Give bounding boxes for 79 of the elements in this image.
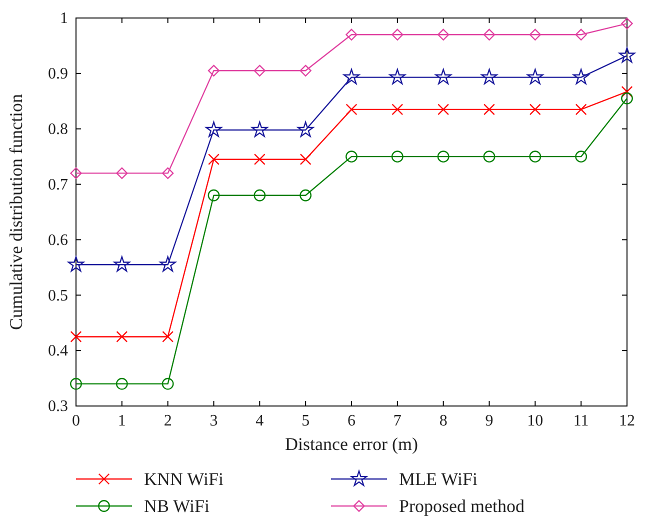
x-tick-label: 3 <box>210 412 218 430</box>
point <box>621 86 633 98</box>
point <box>68 256 84 272</box>
point <box>392 28 404 40</box>
point <box>483 28 496 40</box>
y-axis-title: Cumulative distribution function <box>6 94 26 330</box>
point <box>252 121 268 137</box>
point <box>206 121 222 137</box>
point <box>208 64 220 76</box>
point <box>346 150 358 163</box>
y-tick-label: 0.6 <box>48 232 68 249</box>
point <box>300 64 312 76</box>
point <box>389 68 406 84</box>
y-tick-label: 0.7 <box>48 176 68 194</box>
point <box>343 68 360 84</box>
point <box>116 331 128 342</box>
point <box>162 331 174 342</box>
point <box>575 28 587 40</box>
x-tick-label: 11 <box>573 412 589 430</box>
x-tick-label: 1 <box>118 412 126 430</box>
point <box>254 64 266 76</box>
x-tick-label: 6 <box>348 412 356 430</box>
y-tick-label: 0.3 <box>48 398 68 416</box>
point <box>438 104 450 116</box>
x-tick-label: 5 <box>302 412 310 430</box>
y-tick-label: 0.8 <box>48 120 68 138</box>
x-tick-label: 10 <box>527 412 544 430</box>
x-tick-label: 12 <box>619 412 635 430</box>
point <box>529 150 542 163</box>
legend-label: KNN WiFi <box>144 469 224 489</box>
point <box>392 104 404 116</box>
point <box>527 68 544 84</box>
point <box>300 189 312 202</box>
y-tick-label: 0.5 <box>48 287 68 304</box>
x-tick-label: 7 <box>393 412 402 430</box>
point <box>162 167 174 180</box>
point <box>346 104 358 116</box>
point <box>483 150 496 163</box>
y-tick-label: 1 <box>60 10 68 28</box>
point <box>437 28 450 40</box>
point <box>618 47 636 63</box>
point <box>70 331 82 342</box>
point <box>254 189 266 202</box>
point <box>572 68 590 84</box>
point <box>391 150 404 163</box>
x-tick-label: 2 <box>164 412 172 430</box>
y-tick-label: 0.9 <box>48 66 68 83</box>
point <box>621 92 633 104</box>
point <box>114 256 130 272</box>
point <box>70 378 82 390</box>
point <box>346 28 358 40</box>
point <box>575 150 588 163</box>
y-tick-label: 0.4 <box>48 342 68 360</box>
point <box>437 150 450 163</box>
x-tick-label: 4 <box>256 412 264 430</box>
x-tick-label: 9 <box>485 412 494 430</box>
x-tick-label: 0 <box>72 412 80 430</box>
legend-label: NB WiFi <box>144 496 210 516</box>
point <box>621 18 633 30</box>
x-axis-title: Distance error (m) <box>285 434 418 454</box>
point <box>435 68 452 84</box>
point <box>70 167 82 180</box>
point <box>529 28 542 40</box>
legend-label: Proposed method <box>399 496 524 516</box>
x-tick-label: 8 <box>439 412 448 430</box>
point <box>208 154 220 166</box>
point <box>116 378 128 390</box>
legend-label: MLE WiFi <box>399 469 478 489</box>
point <box>208 189 220 202</box>
point <box>481 68 498 84</box>
point <box>162 378 174 390</box>
point <box>254 154 266 166</box>
point <box>160 256 176 272</box>
point <box>116 167 128 180</box>
point <box>575 104 587 116</box>
point <box>529 104 541 116</box>
point <box>484 104 495 116</box>
point <box>300 154 312 166</box>
point <box>297 121 314 137</box>
